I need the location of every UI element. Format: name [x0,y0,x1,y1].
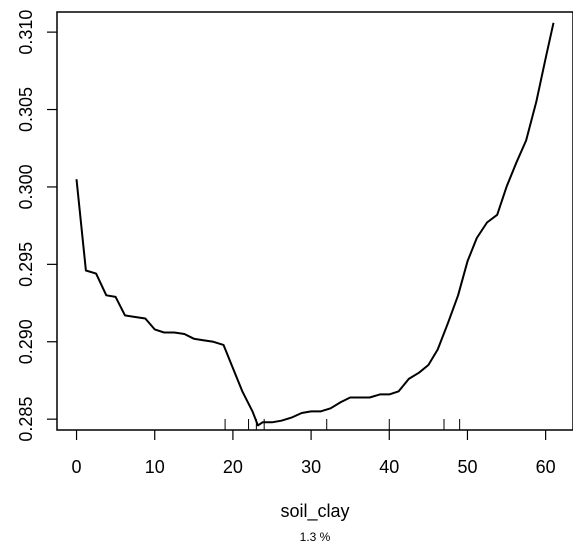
x-tick-label: 40 [379,457,399,477]
x-axis-sublabel: 1.3 % [300,530,331,544]
x-tick-label: 0 [72,457,82,477]
y-axis: 0.285 0.290 0.295 0.300 0.305 0.310 [16,10,57,442]
x-tick-label: 10 [145,457,165,477]
y-tick-label: 0.305 [16,87,36,132]
series-line [75,22,555,427]
x-tick-label: 50 [457,457,477,477]
plot-frame [56,11,573,431]
rug-marks [224,419,461,430]
x-tick-label: 30 [301,457,321,477]
x-axis: 0 10 20 30 40 50 60 [72,430,556,477]
y-tick-label: 0.285 [16,397,36,442]
y-tick-label: 0.290 [16,319,36,364]
y-tick-label: 0.295 [16,242,36,287]
x-tick-label: 60 [536,457,556,477]
x-axis-label: soil_clay [280,501,349,522]
x-tick-label: 20 [223,457,243,477]
y-tick-label: 0.310 [16,10,36,55]
y-tick-label: 0.300 [16,164,36,209]
